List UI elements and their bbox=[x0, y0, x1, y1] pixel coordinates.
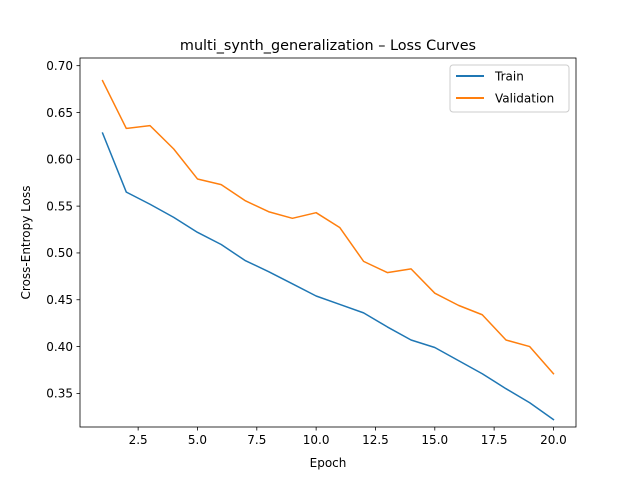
chart-title: multi_synth_generalization – Loss Curves bbox=[180, 38, 476, 54]
series-layer bbox=[101, 79, 555, 421]
y-tick-label: 0.35 bbox=[46, 387, 73, 401]
y-tick-label: 0.55 bbox=[46, 199, 73, 213]
x-axis-label: Epoch bbox=[310, 456, 347, 470]
y-tick-label: 0.70 bbox=[46, 59, 73, 73]
y-tick-label: 0.60 bbox=[46, 153, 73, 167]
x-tick-label: 17.5 bbox=[481, 433, 508, 447]
legend-label-validation: Validation bbox=[495, 92, 554, 106]
y-tick-label: 0.45 bbox=[46, 293, 73, 307]
x-tick-label: 7.5 bbox=[247, 433, 266, 447]
y-tick-label: 0.50 bbox=[46, 246, 73, 260]
x-tick-label: 5.0 bbox=[188, 433, 207, 447]
x-tick-label: 2.5 bbox=[129, 433, 148, 447]
x-tick-label: 12.5 bbox=[362, 433, 389, 447]
x-tick-label: 10.0 bbox=[303, 433, 330, 447]
series-line-validation bbox=[101, 79, 555, 375]
plot-area bbox=[79, 57, 577, 428]
y-tick-label: 0.65 bbox=[46, 106, 73, 120]
axes-frame bbox=[79, 57, 577, 428]
x-axis: 2.5 5.0 7.5 10.0 12.5 15.0 17.5 20.0 bbox=[129, 427, 567, 447]
legend: Train Validation bbox=[449, 64, 570, 113]
y-axis-label: Cross-Entropy Loss bbox=[19, 186, 33, 300]
y-axis: 0.35 0.40 0.45 0.50 0.55 0.60 0.65 0.70 bbox=[46, 59, 80, 401]
legend-label-train: Train bbox=[494, 70, 524, 84]
x-tick-label: 15.0 bbox=[421, 433, 448, 447]
y-tick-label: 0.40 bbox=[46, 340, 73, 354]
x-tick-label: 20.0 bbox=[540, 433, 567, 447]
series-line-train bbox=[101, 132, 555, 421]
